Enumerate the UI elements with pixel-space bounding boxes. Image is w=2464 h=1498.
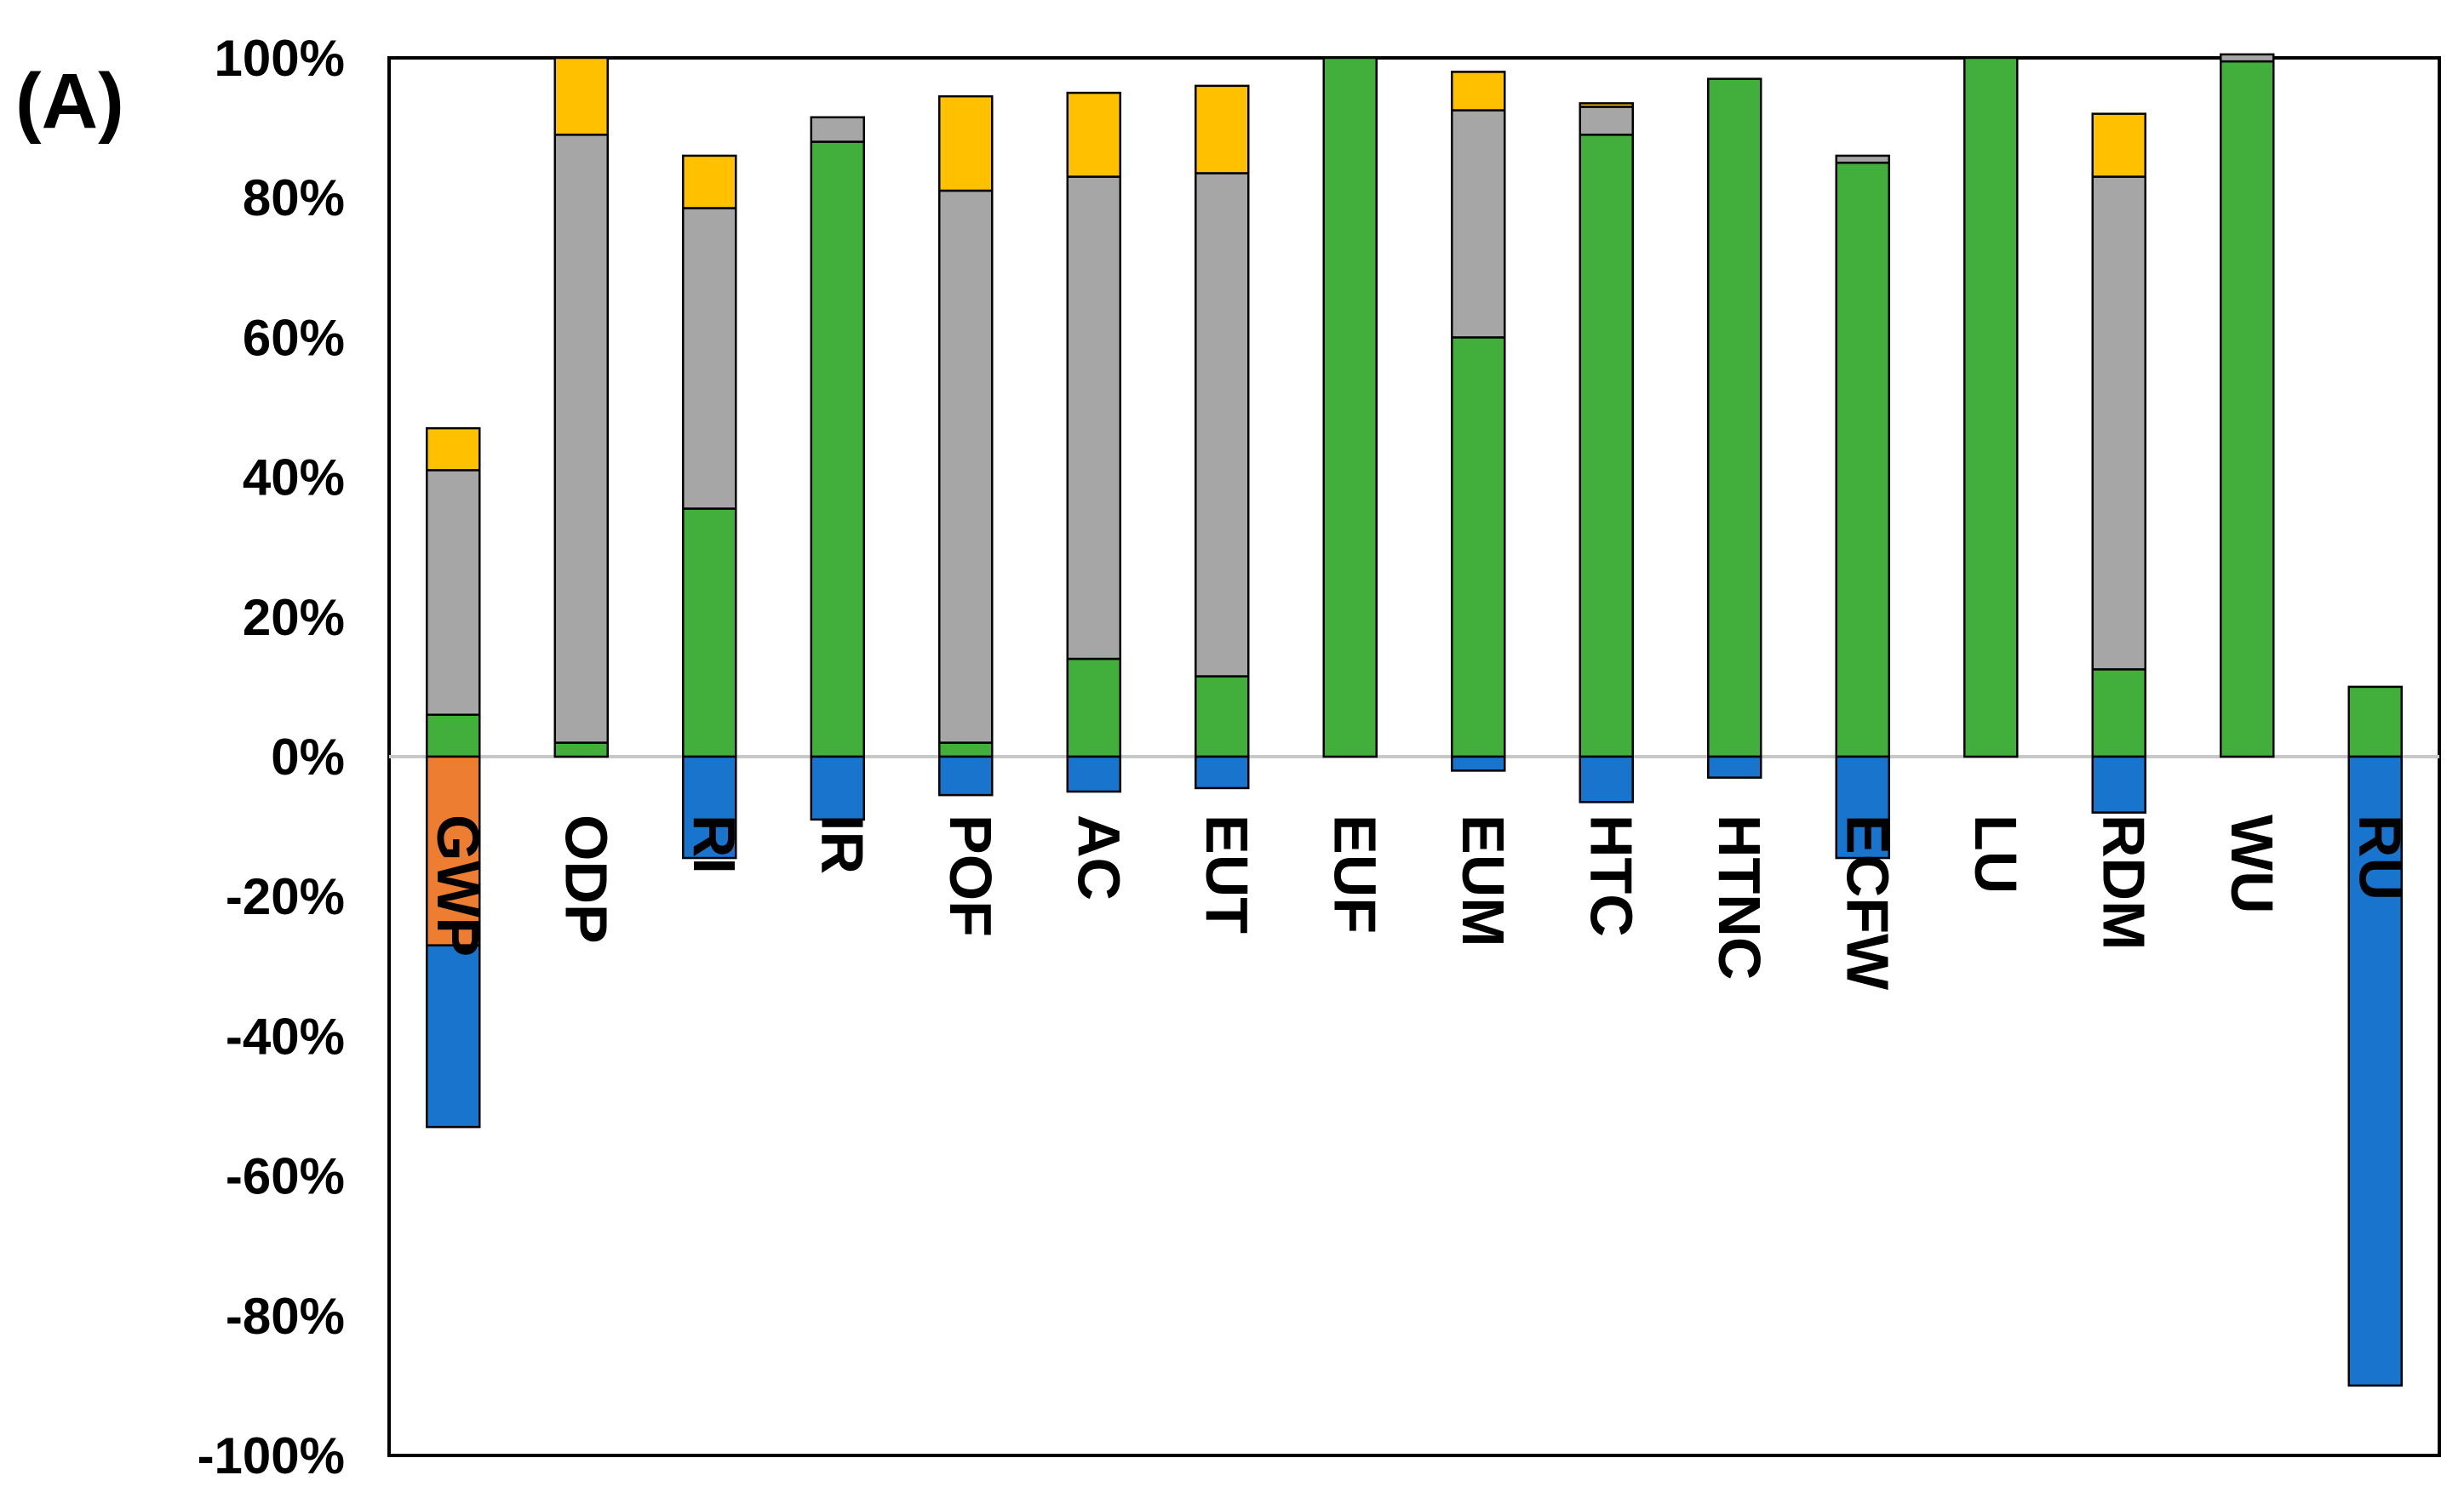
y-tick-label: -100%	[198, 1427, 345, 1484]
bar-segment-ac-neg-1	[1066, 755, 1121, 793]
category-label-ri: RI	[681, 815, 748, 874]
bar-segment-pof-neg-1	[938, 755, 994, 797]
y-tick-label: -20%	[226, 868, 345, 925]
bar-segment-odp-pos-2	[553, 56, 609, 136]
bar-segment-ac-pos-2	[1066, 91, 1121, 178]
bar-segment-eut-pos-0	[1195, 675, 1250, 758]
category-label-lu: LU	[1963, 815, 2029, 894]
bar-segment-ir-neg-1	[810, 755, 865, 821]
bar-segment-wu-pos-1	[2220, 53, 2275, 63]
bar-segment-eum-pos-0	[1451, 336, 1506, 758]
bar-segment-ri-pos-0	[682, 507, 737, 758]
bar-segment-rdm-neg-1	[2091, 755, 2146, 814]
bar-segment-pof-pos-1	[938, 189, 994, 744]
bar-segment-ir-pos-0	[810, 140, 865, 758]
bar-segment-gwp-neg-0	[426, 755, 481, 946]
bar-segment-ir-pos-1	[810, 116, 865, 143]
y-tick-label: 60%	[243, 309, 345, 366]
category-label-wu: WU	[2219, 815, 2285, 914]
bar-segment-eum-neg-1	[1451, 755, 1506, 772]
bar-segment-eut-neg-1	[1195, 755, 1250, 790]
bar-segment-eum-pos-2	[1451, 71, 1506, 111]
bar-segment-htnc-pos-0	[1707, 77, 1762, 758]
bar-segment-gwp-neg-1	[426, 944, 481, 1129]
y-tick-label: 100%	[215, 30, 345, 87]
bar-segment-odp-pos-1	[553, 134, 609, 744]
bar-segment-ecfw-neg-1	[1835, 755, 1890, 860]
bar-segment-ac-pos-1	[1066, 175, 1121, 660]
bar-segment-htnc-neg-1	[1707, 755, 1762, 779]
bar-segment-ri-neg-1	[682, 755, 737, 860]
y-tick-label: 80%	[243, 169, 345, 226]
category-label-pof: POF	[937, 815, 1004, 937]
bar-segment-pof-pos-2	[938, 94, 994, 192]
bar-segment-htc-pos-2	[1579, 102, 1634, 108]
y-tick-label: -40%	[226, 1008, 345, 1065]
category-label-odp: ODP	[553, 815, 619, 944]
y-tick-label: -80%	[226, 1288, 345, 1345]
y-tick-label: -60%	[226, 1148, 345, 1205]
category-label-ir: IR	[809, 815, 875, 874]
category-label-eut: EUT	[1194, 815, 1260, 934]
bar-segment-euf-pos-0	[1322, 56, 1378, 758]
bar-segment-ecfw-pos-0	[1835, 161, 1890, 758]
bar-segment-htc-pos-0	[1579, 134, 1634, 758]
y-tick-label: 20%	[243, 589, 345, 646]
y-tick-label: 0%	[271, 729, 345, 786]
category-label-ac: AC	[1065, 815, 1132, 901]
bar-segment-ru-neg-1	[2347, 755, 2403, 1387]
bar-segment-rdm-pos-0	[2091, 668, 2146, 758]
bar-segment-wu-pos-0	[2220, 60, 2275, 758]
bar-segment-lu-pos-0	[1963, 56, 2019, 758]
bar-segment-ru-pos-0	[2347, 685, 2403, 758]
bar-segment-htc-neg-1	[1579, 755, 1634, 803]
bar-segment-odp-pos-0	[553, 741, 609, 758]
bar-segment-eum-pos-1	[1451, 109, 1506, 339]
category-label-rdm: RDM	[2090, 815, 2157, 950]
bar-segment-htc-pos-1	[1579, 106, 1634, 136]
category-label-htc: HTC	[1578, 815, 1644, 937]
category-label-euf: EUF	[1321, 815, 1388, 934]
category-label-eum: EUM	[1450, 815, 1516, 947]
category-label-htnc: HTNC	[1706, 815, 1773, 980]
category-label-ru: RU	[2347, 815, 2413, 901]
bar-segment-ecfw-pos-1	[1835, 154, 1890, 164]
category-label-ecfw: ECFW	[1834, 815, 1900, 990]
bar-segment-ac-pos-0	[1066, 657, 1121, 758]
bar-segment-ri-pos-1	[682, 207, 737, 510]
bar-segment-gwp-pos-1	[426, 469, 481, 716]
bar-segment-rdm-pos-2	[2091, 112, 2146, 178]
bar-segment-gwp-pos-2	[426, 426, 481, 472]
bar-segment-pof-pos-0	[938, 741, 994, 758]
bar-segment-rdm-pos-1	[2091, 175, 2146, 671]
x-axis-category-labels: GWP ODP RI IR POF AC EUT EUF EUM HTC HTNC ECFW LU RDM…	[425, 815, 2414, 990]
bar-segment-eut-pos-2	[1195, 84, 1250, 174]
y-axis-tick-labels: 100% 80% 60% 40% 20% 0% -20% -40% -60% -80% -100%	[198, 30, 345, 1484]
bars-layer	[426, 53, 2403, 1387]
y-tick-label: 40%	[243, 449, 345, 506]
panel-label: (A)	[15, 58, 124, 145]
bar-segment-ri-pos-2	[682, 154, 737, 209]
bar-segment-gwp-pos-0	[426, 713, 481, 758]
bar-segment-eut-pos-1	[1195, 172, 1250, 678]
category-label-gwp: GWP	[425, 815, 491, 957]
